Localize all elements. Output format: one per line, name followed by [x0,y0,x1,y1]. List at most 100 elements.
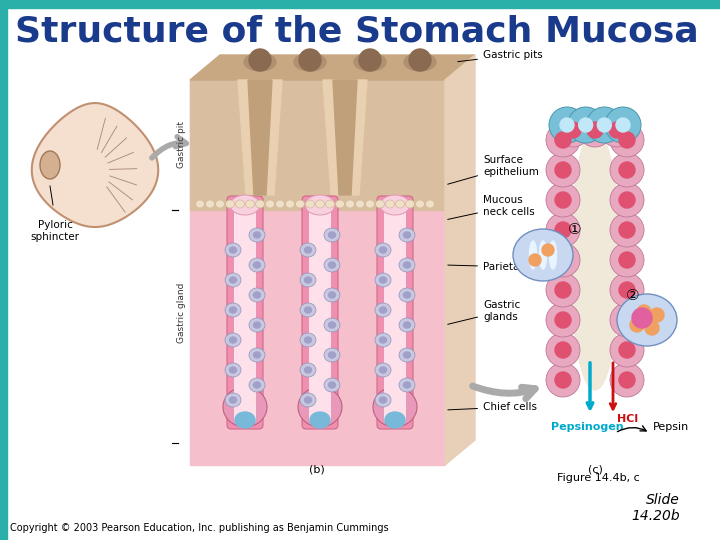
Circle shape [630,318,644,332]
Polygon shape [445,55,475,465]
Ellipse shape [249,288,265,302]
Circle shape [555,162,571,178]
Circle shape [645,321,659,335]
Circle shape [619,252,635,268]
Text: Mucous
neck cells: Mucous neck cells [448,195,535,219]
Ellipse shape [328,262,336,268]
Ellipse shape [305,195,335,215]
Text: Pepsin: Pepsin [653,422,689,432]
Ellipse shape [249,258,265,272]
Ellipse shape [324,258,340,272]
Ellipse shape [300,393,316,407]
Ellipse shape [376,200,384,208]
Text: (b): (b) [309,465,325,475]
Circle shape [555,252,571,268]
Ellipse shape [403,232,410,238]
Ellipse shape [356,200,364,208]
Ellipse shape [249,378,265,392]
Ellipse shape [295,200,305,208]
Ellipse shape [399,258,415,272]
Circle shape [546,213,580,247]
Ellipse shape [230,397,236,403]
Ellipse shape [235,412,255,428]
Ellipse shape [230,367,236,373]
Ellipse shape [409,49,431,71]
Ellipse shape [324,348,340,362]
Text: Pepsinogen: Pepsinogen [551,422,624,432]
Circle shape [546,153,580,187]
Ellipse shape [325,200,335,208]
Ellipse shape [253,292,261,298]
Circle shape [546,333,580,367]
Circle shape [555,312,571,328]
Ellipse shape [315,200,325,208]
Ellipse shape [305,397,312,403]
Circle shape [619,312,635,328]
Circle shape [610,213,644,247]
Ellipse shape [294,53,326,71]
Ellipse shape [403,382,410,388]
Ellipse shape [249,318,265,332]
Circle shape [619,222,635,238]
Circle shape [546,243,580,277]
Circle shape [610,243,644,277]
Ellipse shape [225,393,241,407]
Ellipse shape [395,200,405,208]
Ellipse shape [426,200,434,208]
Ellipse shape [324,228,340,242]
Text: Copyright © 2003 Pearson Education, Inc. publishing as Benjamin Cummings: Copyright © 2003 Pearson Education, Inc.… [10,523,389,533]
Ellipse shape [375,273,391,287]
Ellipse shape [570,130,620,390]
Ellipse shape [40,151,60,179]
Polygon shape [323,80,367,195]
Text: Chief cells: Chief cells [448,402,537,412]
Text: Gastric pit: Gastric pit [178,122,186,168]
Text: ②: ② [626,287,640,302]
Circle shape [598,118,611,132]
Circle shape [619,192,635,208]
Ellipse shape [403,262,410,268]
Ellipse shape [379,337,387,343]
Ellipse shape [354,53,386,71]
Circle shape [555,132,571,148]
Circle shape [600,113,634,147]
Ellipse shape [253,322,261,328]
Circle shape [546,273,580,307]
Text: Structure of the Stomach Mucosa: Structure of the Stomach Mucosa [15,15,698,49]
Text: Surface
epithelium: Surface epithelium [448,156,539,184]
Ellipse shape [225,273,241,287]
Ellipse shape [399,348,415,362]
Circle shape [546,123,580,157]
Ellipse shape [375,333,391,347]
Ellipse shape [230,195,260,215]
Circle shape [529,254,541,266]
Ellipse shape [253,352,261,358]
Ellipse shape [375,393,391,407]
Ellipse shape [225,363,241,377]
Polygon shape [32,103,158,227]
Polygon shape [190,55,475,80]
Circle shape [610,123,644,157]
Polygon shape [238,80,282,195]
Bar [0,0,720,8]
FancyBboxPatch shape [302,196,338,429]
Circle shape [610,153,644,187]
Ellipse shape [379,397,387,403]
Circle shape [610,183,644,217]
FancyBboxPatch shape [234,203,256,422]
Ellipse shape [305,337,312,343]
Ellipse shape [286,200,294,208]
Circle shape [555,222,571,238]
Bar [0,0,7,540]
Circle shape [632,308,652,328]
Ellipse shape [215,200,225,208]
Ellipse shape [399,288,415,302]
Ellipse shape [253,382,261,388]
Text: Pyloric
sphincter: Pyloric sphincter [30,220,79,241]
Circle shape [610,273,644,307]
Ellipse shape [305,367,312,373]
Ellipse shape [253,262,261,268]
Circle shape [605,107,641,143]
Circle shape [565,122,581,138]
Ellipse shape [399,378,415,392]
